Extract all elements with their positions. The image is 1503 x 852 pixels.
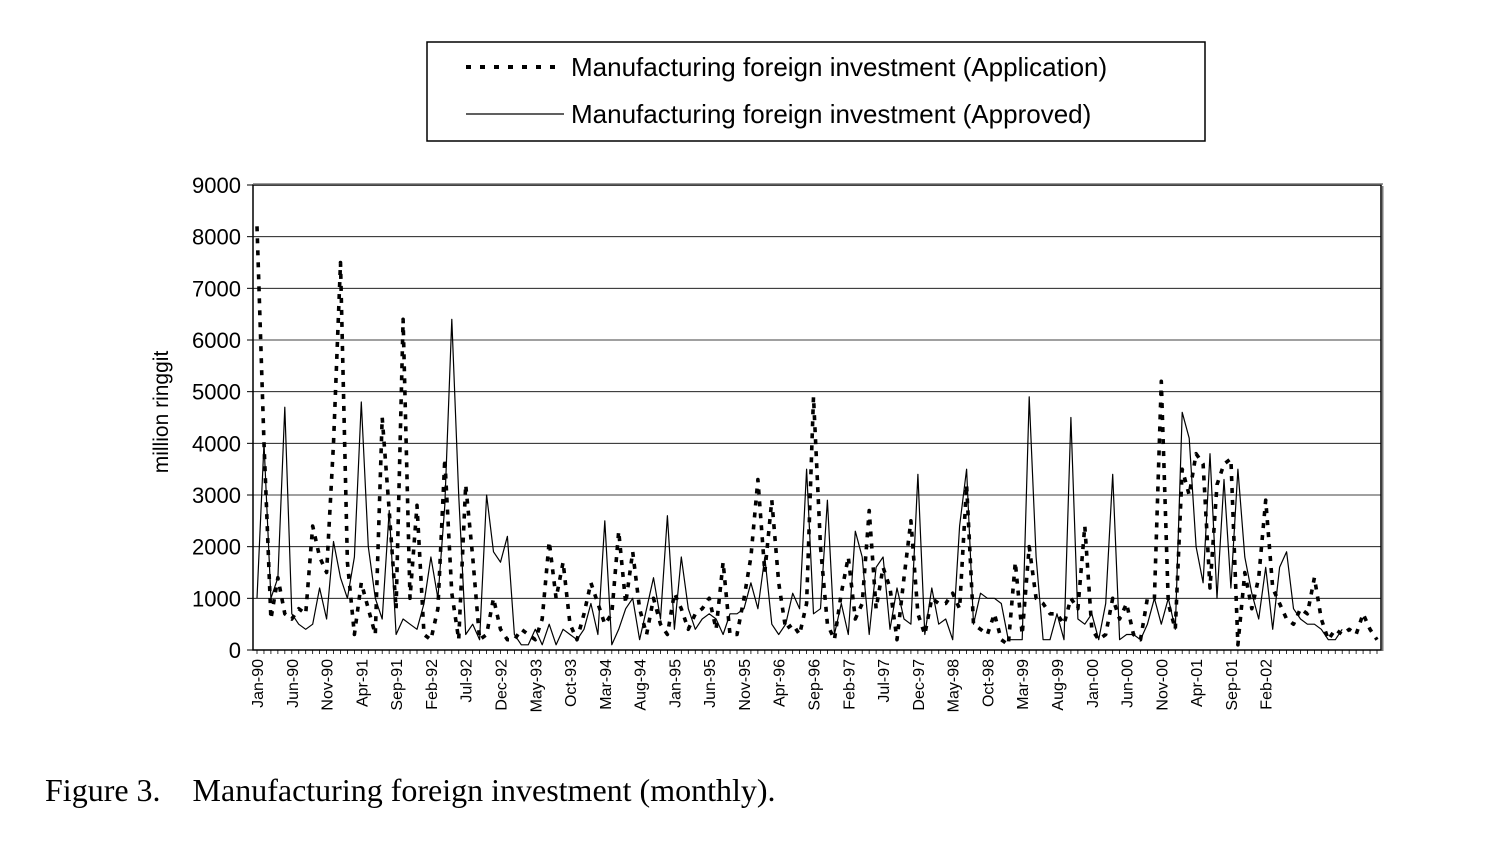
x-tick-label: Sep-01 bbox=[1224, 659, 1241, 711]
x-tick-label: Feb-97 bbox=[841, 659, 858, 710]
x-tick-label: Sep-91 bbox=[389, 659, 406, 711]
x-tick-label: Mar-99 bbox=[1015, 659, 1032, 710]
x-tick-label: Jan-95 bbox=[667, 659, 684, 708]
x-tick-label: May-93 bbox=[528, 659, 545, 712]
x-tick-label: Feb-92 bbox=[424, 659, 441, 710]
series-line-approved bbox=[256, 318, 1343, 646]
x-tick-label: Nov-95 bbox=[737, 659, 754, 711]
series-layer bbox=[255, 226, 1379, 647]
x-tick-label: May-98 bbox=[946, 659, 963, 712]
x-tick-label: Apr-96 bbox=[772, 659, 789, 707]
x-tick-label: Nov-00 bbox=[1154, 659, 1171, 711]
y-tick-label: 0 bbox=[229, 638, 241, 663]
x-tick-label: Jun-90 bbox=[285, 659, 302, 708]
x-tick-label: Oct-98 bbox=[980, 659, 997, 707]
legend-label-approved: Manufacturing foreign investment (Approv… bbox=[571, 99, 1091, 129]
x-tick-label: Dec-97 bbox=[911, 659, 928, 711]
x-tick-label: Aug-99 bbox=[1050, 659, 1067, 711]
legend-box bbox=[426, 41, 1206, 142]
plot-frame bbox=[252, 184, 1382, 651]
x-tick-label: Aug-94 bbox=[633, 659, 650, 711]
legend-label-application: Manufacturing foreign investment (Applic… bbox=[571, 52, 1107, 82]
x-tick-label: Jan-00 bbox=[1085, 659, 1102, 708]
y-tick-label: 7000 bbox=[192, 276, 241, 301]
caption-label: Figure 3. bbox=[45, 772, 161, 808]
x-tick-labels: Jan-90 Jun-90 Nov-90 Apr-91 Sep-91 Feb-92 Jul-… bbox=[250, 650, 1378, 712]
y-tick-label: 9000 bbox=[192, 173, 241, 198]
legend: Manufacturing foreign investment (Applic… bbox=[426, 41, 1206, 142]
y-tick-label: 6000 bbox=[192, 328, 241, 353]
y-tick-label: 4000 bbox=[192, 431, 241, 456]
x-tick-label: Sep-96 bbox=[807, 659, 824, 711]
y-tick-label: 2000 bbox=[192, 535, 241, 560]
x-tick-label: Jul-92 bbox=[459, 659, 476, 703]
y-tick-labels: 0 1000 2000 3000 4000 5000 6000 7000 8000 9000 bbox=[192, 173, 253, 663]
x-tick-label: Apr-01 bbox=[1189, 659, 1206, 707]
x-tick-label: Jul-97 bbox=[876, 659, 893, 703]
y-tick-label: 3000 bbox=[192, 483, 241, 508]
y-tick-label: 5000 bbox=[192, 380, 241, 405]
y-tick-label: 8000 bbox=[192, 225, 241, 250]
x-tick-label: Jan-90 bbox=[250, 659, 267, 708]
series-line-application bbox=[255, 226, 1379, 647]
y-axis-title: million ringgit bbox=[150, 351, 173, 474]
x-tick-label: Jun-00 bbox=[1120, 659, 1137, 708]
figure-caption: Figure 3. Manufacturing foreign investme… bbox=[45, 772, 776, 809]
x-tick-label: Apr-91 bbox=[354, 659, 371, 707]
x-tick-label: Mar-94 bbox=[598, 659, 615, 710]
x-tick-label: Oct-93 bbox=[563, 659, 580, 707]
y-tick-label: 1000 bbox=[192, 586, 241, 611]
caption-text: Manufacturing foreign investment (monthl… bbox=[192, 772, 776, 808]
x-tick-label: Dec-92 bbox=[493, 659, 510, 711]
x-tick-label: Jun-95 bbox=[702, 659, 719, 708]
x-tick-label: Feb-02 bbox=[1259, 659, 1276, 710]
x-tick-label: Nov-90 bbox=[320, 659, 337, 711]
